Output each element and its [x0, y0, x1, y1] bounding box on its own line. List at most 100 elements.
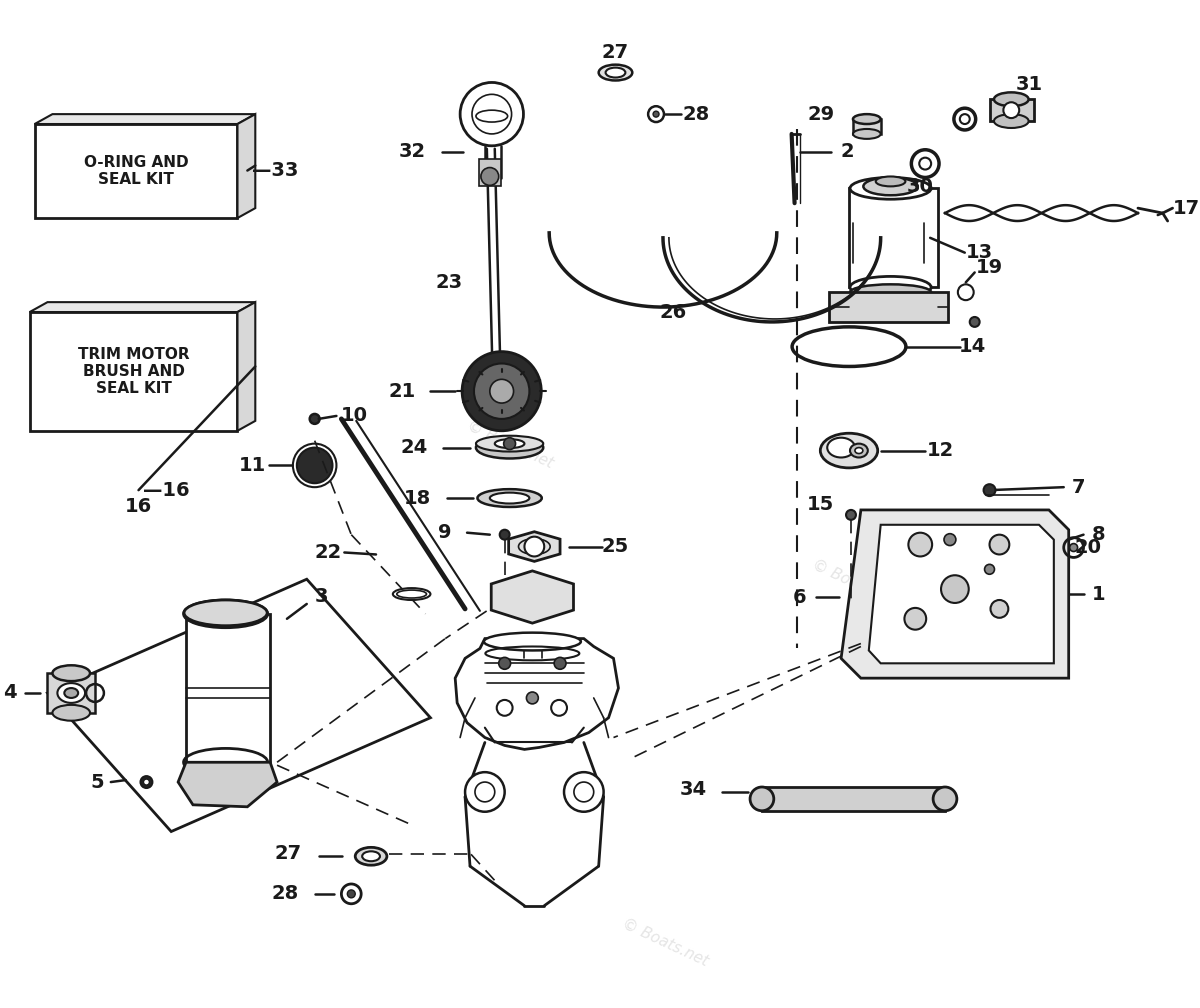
Circle shape — [504, 437, 516, 450]
Ellipse shape — [606, 68, 625, 78]
Circle shape — [296, 448, 332, 483]
Ellipse shape — [863, 177, 918, 196]
Ellipse shape — [490, 493, 529, 504]
Polygon shape — [455, 639, 618, 749]
Bar — [850, 188, 938, 287]
Circle shape — [499, 657, 510, 669]
Bar — [186, 614, 270, 762]
Text: © Boats.net: © Boats.net — [97, 148, 188, 202]
Bar — [853, 119, 881, 134]
Circle shape — [140, 776, 152, 788]
Text: 8: 8 — [1092, 525, 1105, 544]
Text: 31: 31 — [1015, 75, 1043, 94]
Circle shape — [490, 379, 514, 403]
Ellipse shape — [184, 600, 268, 628]
Text: 34: 34 — [679, 780, 707, 799]
Bar — [762, 787, 944, 810]
Circle shape — [466, 772, 505, 811]
Ellipse shape — [392, 588, 431, 600]
Circle shape — [524, 536, 545, 556]
Polygon shape — [841, 510, 1069, 678]
Ellipse shape — [53, 665, 90, 681]
Ellipse shape — [184, 600, 268, 626]
Circle shape — [905, 608, 926, 630]
Circle shape — [481, 167, 499, 185]
Text: 30: 30 — [907, 176, 934, 196]
Text: 19: 19 — [976, 258, 1003, 277]
Bar — [990, 99, 1034, 121]
Ellipse shape — [853, 114, 881, 124]
Text: 22: 22 — [314, 543, 342, 562]
Text: 20: 20 — [1075, 538, 1102, 557]
Text: 7: 7 — [1072, 478, 1085, 497]
Polygon shape — [238, 114, 256, 218]
Circle shape — [984, 564, 995, 575]
Text: —33: —33 — [252, 161, 299, 180]
Text: 3: 3 — [314, 587, 329, 606]
Ellipse shape — [854, 448, 863, 454]
Polygon shape — [869, 525, 1054, 663]
Text: 12: 12 — [926, 442, 954, 460]
Polygon shape — [491, 571, 574, 623]
Polygon shape — [30, 302, 256, 312]
Text: 26: 26 — [659, 302, 686, 322]
Bar — [479, 158, 500, 186]
Polygon shape — [829, 292, 948, 322]
Polygon shape — [238, 302, 256, 430]
Ellipse shape — [994, 93, 1028, 106]
Text: O-RING AND
SEAL KIT: O-RING AND SEAL KIT — [84, 155, 188, 187]
Circle shape — [1069, 543, 1078, 551]
Circle shape — [653, 111, 659, 117]
Text: 6: 6 — [793, 588, 806, 607]
Text: 13: 13 — [966, 243, 994, 262]
Text: 27: 27 — [275, 844, 302, 863]
Text: 9: 9 — [438, 523, 451, 542]
Ellipse shape — [494, 439, 524, 449]
Circle shape — [347, 890, 355, 898]
Circle shape — [474, 364, 529, 419]
Circle shape — [990, 600, 1008, 618]
Text: 25: 25 — [602, 537, 629, 556]
Ellipse shape — [750, 787, 774, 810]
Circle shape — [984, 484, 996, 496]
Circle shape — [908, 532, 932, 556]
Ellipse shape — [476, 436, 544, 459]
Ellipse shape — [484, 633, 581, 650]
Circle shape — [554, 657, 566, 669]
Text: 29: 29 — [808, 105, 834, 124]
Ellipse shape — [478, 489, 541, 507]
Circle shape — [527, 692, 539, 704]
Text: © Boats.net: © Boats.net — [466, 417, 556, 471]
Text: © Boats.net: © Boats.net — [619, 916, 710, 970]
Text: 2: 2 — [840, 142, 854, 161]
Circle shape — [462, 352, 541, 430]
Text: 28: 28 — [682, 105, 709, 124]
Ellipse shape — [397, 590, 426, 598]
Text: 4: 4 — [4, 683, 17, 703]
Text: 32: 32 — [398, 142, 426, 161]
Text: 14: 14 — [959, 337, 986, 356]
Circle shape — [1003, 102, 1019, 118]
Text: 16: 16 — [125, 498, 152, 516]
Ellipse shape — [994, 114, 1028, 128]
Text: 24: 24 — [401, 438, 427, 457]
Ellipse shape — [65, 688, 78, 698]
Circle shape — [990, 534, 1009, 554]
Ellipse shape — [934, 787, 956, 810]
Bar — [48, 673, 95, 713]
Bar — [35, 124, 238, 218]
Circle shape — [144, 779, 150, 785]
Ellipse shape — [850, 177, 931, 200]
Circle shape — [497, 700, 512, 716]
Ellipse shape — [58, 683, 85, 703]
Text: 28: 28 — [271, 884, 299, 903]
Ellipse shape — [853, 129, 881, 139]
Ellipse shape — [827, 437, 854, 458]
Circle shape — [551, 700, 566, 716]
Circle shape — [941, 576, 968, 603]
Circle shape — [970, 317, 979, 327]
Text: 23: 23 — [436, 273, 463, 292]
Polygon shape — [509, 531, 560, 561]
Circle shape — [846, 510, 856, 520]
Bar — [30, 312, 238, 430]
